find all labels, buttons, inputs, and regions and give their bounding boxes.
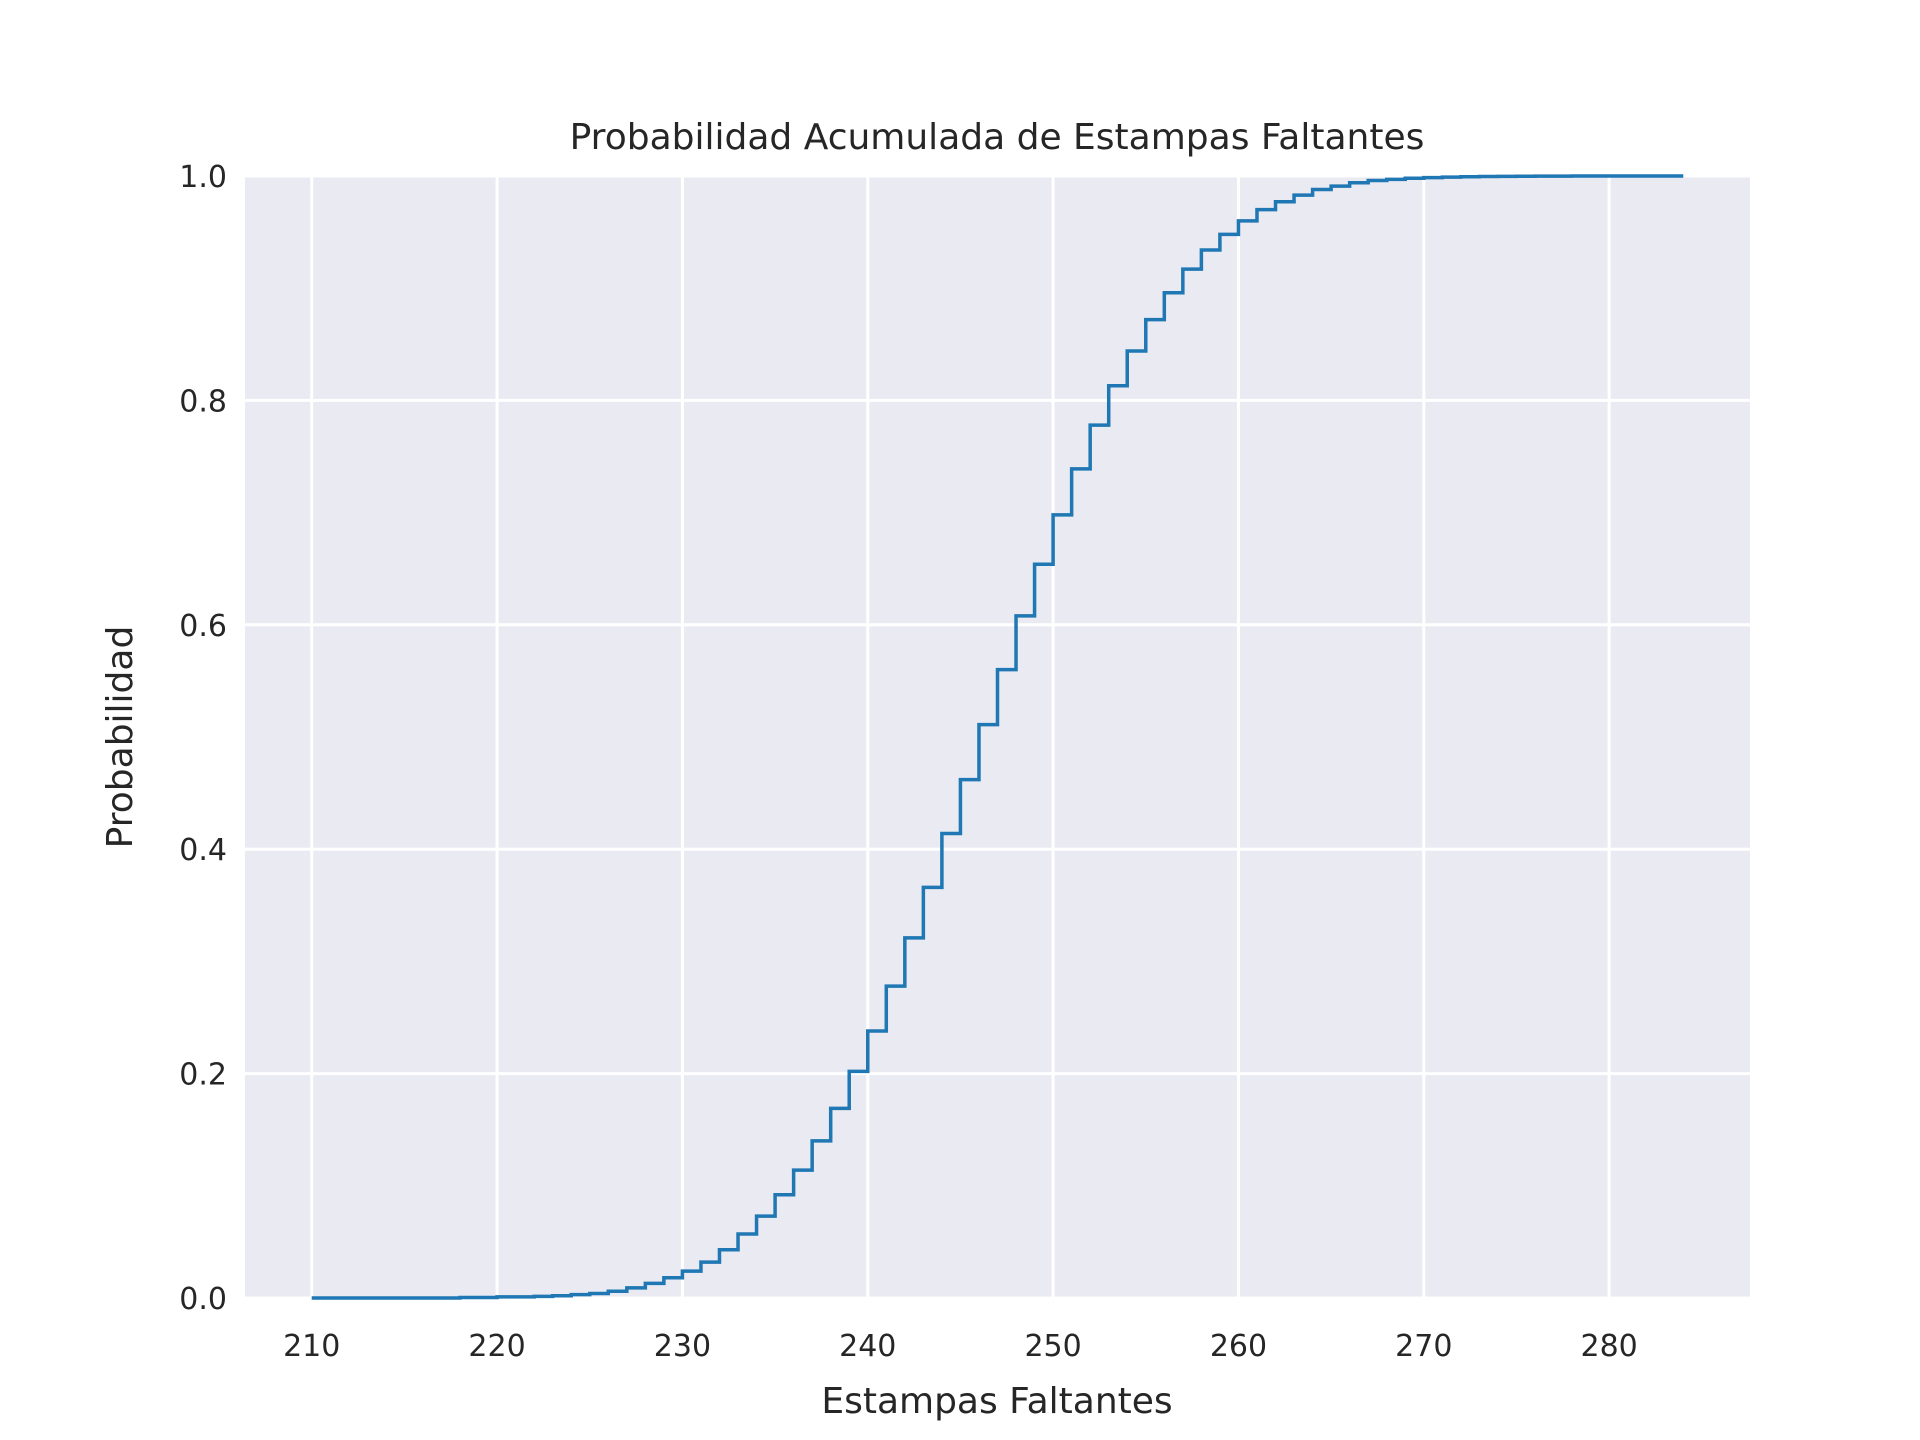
x-tick-label: 220 <box>468 1329 525 1364</box>
y-tick-label: 1.0 <box>179 160 227 195</box>
x-tick-label: 240 <box>839 1329 896 1364</box>
y-tick-label: 0.6 <box>179 609 227 644</box>
x-tick-label: 250 <box>1024 1329 1081 1364</box>
x-tick-label: 210 <box>283 1329 340 1364</box>
y-tick-label: 0.8 <box>179 384 227 419</box>
x-axis-label: Estampas Faltantes <box>821 1381 1172 1422</box>
y-tick-label: 0.2 <box>179 1058 227 1093</box>
tick-labels: 210 220 230 240 250 260 270 280 0.0 0.2 0.4 0.6 0.8 1… <box>179 160 1637 1364</box>
plot-area <box>245 176 1750 1298</box>
chart-title: Probabilidad Acumulada de Estampas Falta… <box>570 117 1425 158</box>
y-axis-label: Probabilidad <box>100 626 141 849</box>
series-layer <box>311 174 1684 1300</box>
y-tick-label: 0.0 <box>179 1282 227 1317</box>
x-tick-label: 230 <box>654 1329 711 1364</box>
x-tick-label: 260 <box>1210 1329 1267 1364</box>
cdf-step-line <box>311 174 1684 1300</box>
x-tick-label: 270 <box>1395 1329 1452 1364</box>
x-tick-label: 280 <box>1581 1329 1638 1364</box>
y-tick-label: 0.4 <box>179 833 227 868</box>
